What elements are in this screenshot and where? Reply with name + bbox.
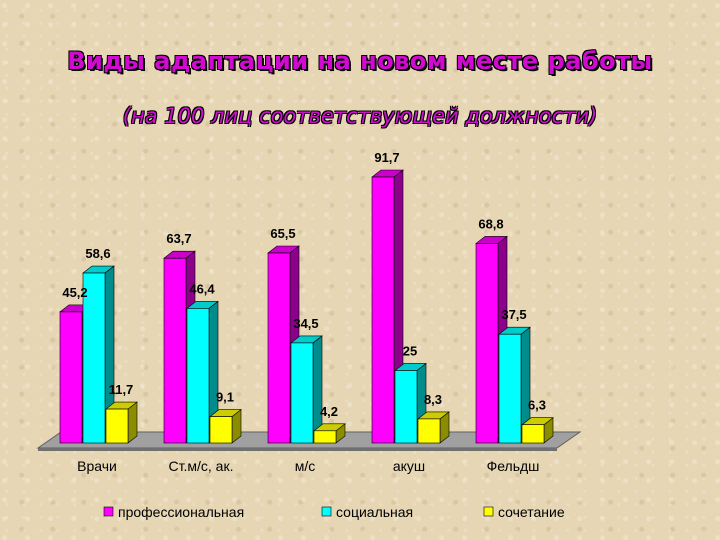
value-label-2-2: 46,4 bbox=[189, 281, 215, 296]
legend-label-2: социальная bbox=[336, 504, 413, 520]
bar-2-4 bbox=[394, 362, 427, 444]
value-label-1-3: 65,5 bbox=[270, 226, 295, 241]
category-label-2: Ст.м/с, ак. bbox=[169, 458, 234, 474]
value-label-3-4: 8,3 bbox=[424, 392, 442, 407]
bar-2-5 bbox=[498, 326, 531, 444]
value-label-2-4: 25 bbox=[403, 343, 417, 358]
category-labels-layer: Врачи Ст.м/с, ак. м/с акуш Фельдш bbox=[77, 458, 539, 474]
legend-swatch-1 bbox=[103, 506, 114, 517]
bar-3-3 bbox=[313, 423, 346, 444]
category-label-1: Врачи bbox=[77, 458, 117, 474]
bar-3-5 bbox=[521, 417, 554, 444]
chart-title: Виды адаптации на новом месте работы bbox=[67, 47, 653, 75]
category-label-3: м/с bbox=[295, 458, 316, 474]
category-label-4: акуш bbox=[393, 458, 425, 474]
legend-item-2: социальная bbox=[321, 504, 413, 520]
bar-2-2 bbox=[186, 300, 219, 444]
bar-3-1 bbox=[105, 401, 138, 444]
legend-item-3: сочетание bbox=[483, 504, 565, 520]
value-label-1-2: 63,7 bbox=[166, 231, 191, 246]
legend-label-3: сочетание bbox=[498, 504, 565, 520]
legend-label-1: профессиональная bbox=[118, 504, 244, 520]
chart-subtitle: (на 100 лиц соответствующей должности) bbox=[122, 104, 598, 128]
value-label-1-5: 68,8 bbox=[478, 216, 503, 231]
bar-3-2 bbox=[209, 408, 242, 444]
legend-swatch-2 bbox=[321, 506, 332, 517]
chart-floor-edge bbox=[38, 448, 557, 451]
bar-3-4 bbox=[417, 411, 450, 444]
value-label-2-1: 58,6 bbox=[85, 246, 110, 261]
legend-swatch-3 bbox=[483, 506, 494, 517]
category-label-5: Фельдш bbox=[487, 458, 540, 474]
legend: профессиональная социальная сочетание bbox=[103, 504, 565, 520]
value-label-3-1: 11,7 bbox=[109, 382, 134, 397]
value-labels-layer: 45,2 58,6 11,7 63,7 46,4 9,1 65,5 34,5 4,2 91,7 25… bbox=[62, 150, 546, 419]
bar-2-1 bbox=[82, 265, 115, 444]
value-label-3-3: 4,2 bbox=[320, 404, 338, 419]
value-label-2-3: 34,5 bbox=[293, 316, 318, 331]
value-label-3-5: 6,3 bbox=[528, 398, 546, 413]
bars-layer bbox=[59, 169, 554, 444]
value-label-2-5: 37,5 bbox=[501, 307, 526, 322]
bar-2-3 bbox=[290, 335, 323, 444]
value-label-1-4: 91,7 bbox=[374, 150, 399, 165]
value-label-1-1: 45,2 bbox=[62, 285, 87, 300]
legend-item-1: профессиональная bbox=[103, 504, 244, 520]
value-label-3-2: 9,1 bbox=[216, 390, 234, 405]
